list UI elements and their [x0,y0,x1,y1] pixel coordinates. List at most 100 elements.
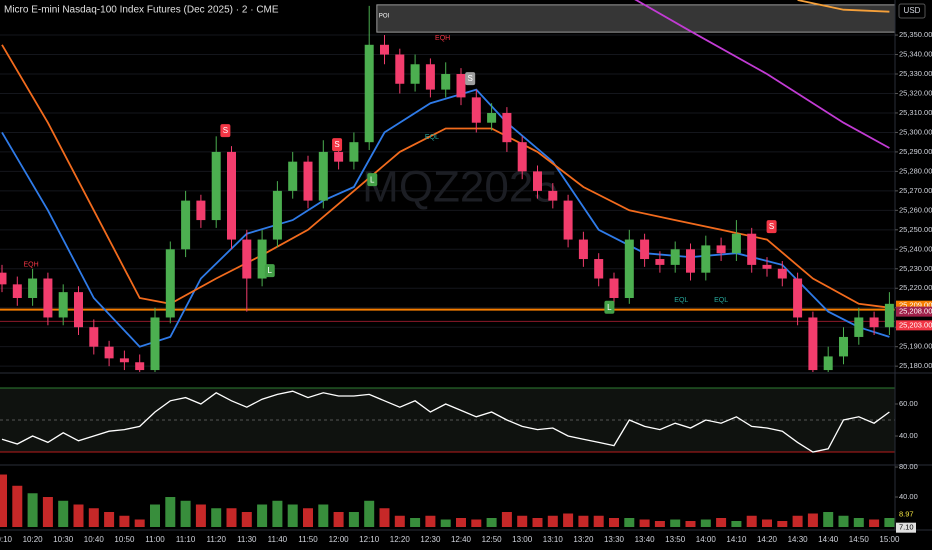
volume-bar [119,515,130,527]
y-tick-label: 25,250.00 [899,225,932,234]
signal-badge [465,72,476,86]
volume-bar [0,474,7,527]
volume-bar [670,519,681,527]
candle-body [43,278,53,318]
candle-body [487,112,497,123]
x-tick-label: 12:40 [451,535,472,544]
x-tick-label: 14:20 [757,535,778,544]
volume-bar [104,512,115,527]
volume-bar [440,519,451,527]
candle-body [502,112,512,143]
volume-pane [0,474,895,527]
x-tick-label: 14:30 [788,535,809,544]
candle-body [578,239,588,260]
x-tick-label: 13:30 [604,535,625,544]
candle-body [670,249,680,265]
price-marker-label: 25,209.00 [899,301,932,310]
volume-bar [486,518,497,527]
volume-bar [241,512,252,527]
candle-body [624,239,634,298]
x-tick-label: 10:40 [84,535,105,544]
candle-body [395,54,405,84]
signal-badge [264,264,275,278]
signal-badge [220,124,231,138]
volume-bar [303,508,313,527]
currency-box[interactable] [898,3,926,19]
signal-badge [332,138,343,152]
volume-bar [12,485,23,527]
volume-bar [807,513,818,527]
volume-marker-label: 8.97 [899,509,914,518]
x-tick-label: 11:10 [176,535,196,544]
volume-bar [517,515,528,527]
signal-badge [367,173,378,187]
candle-body [563,200,573,240]
x-tick-label: 10:20 [23,535,44,544]
candle-body [884,303,894,328]
candle-body [28,278,38,298]
candle-body [762,264,772,269]
y-tick-label: 40.00 [899,492,918,501]
candle-body [318,151,328,201]
annotation: EQL [714,297,728,304]
candle-body [731,233,741,254]
currency: USD [904,6,921,15]
x-tick-label: 11:30 [237,535,257,544]
candle-body [594,259,604,279]
volume-bar [762,519,772,527]
volume-bar [700,519,711,527]
volume-marker [896,522,916,533]
x-tick-label: 10:30 [53,535,74,544]
y-tick-label: 25,350.00 [899,30,932,39]
candle-body [334,151,344,162]
volume-bar [746,515,757,527]
signal-label: S [223,126,228,135]
volume-bar [609,518,619,527]
candle-body [89,327,99,347]
volume-bar [211,508,222,527]
candle-body [410,64,420,84]
x-tick-label: 12:10 [359,535,380,544]
signal-badge [604,300,615,314]
moving-average [797,0,890,13]
price-marker-label: 25,203.00 [899,320,932,329]
candle-body [839,336,848,357]
volume-bar [593,515,604,527]
volume-bar [287,504,298,527]
x-tick-label: 11:00 [145,535,165,544]
poi-label: POI [379,13,390,19]
volume-bar [348,512,359,527]
volume-bar [884,518,895,527]
volume-marker-label: 7.10 [899,523,914,532]
candle-body [640,239,650,260]
volume-bar [150,504,160,527]
moving-average [634,0,890,149]
volume-bar [165,497,176,527]
candle-body [272,190,282,240]
volume-bar [410,518,421,527]
poi-zone [376,4,895,33]
candle-body [655,259,665,265]
rsi-line [1,390,890,453]
candle-body [716,245,726,254]
price-marker-label: 25,208.00 [899,307,932,316]
candle-body [0,272,7,285]
x-tick-label: 11:40 [268,535,288,544]
candle-body [364,44,374,143]
volume-bar [425,515,436,527]
x-tick-label: 10:50 [114,535,135,544]
annotation: EQH [23,262,38,269]
y-tick-label: 25,240.00 [899,244,932,253]
candle-body [471,97,481,123]
candle-body [609,278,619,298]
candle-body [686,249,695,273]
volume-bar [73,504,84,527]
x-tick-label: 12:50 [482,535,503,544]
volume-bar [654,521,665,527]
y-tick-label: 25,280.00 [899,166,932,175]
x-tick-label: 14:50 [849,535,870,544]
volume-bar [88,508,99,527]
volume-bar [792,515,803,527]
